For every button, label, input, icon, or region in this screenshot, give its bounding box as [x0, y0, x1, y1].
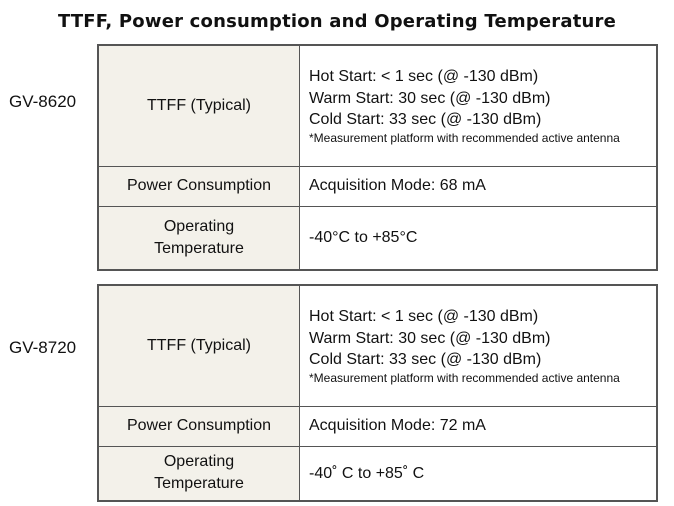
- temperature-value: -40˚ C to +85˚ C: [299, 445, 658, 502]
- ttff-row: TTFF (Typical) Hot Start: < 1 sec (@ -13…: [97, 284, 658, 407]
- power-label: Power Consumption: [97, 405, 300, 447]
- power-row: Power Consumption Acquisition Mode: 72 m…: [97, 405, 658, 447]
- temperature-value: -40°C to +85°C: [299, 205, 658, 271]
- power-value: Acquisition Mode: 72 mA: [299, 405, 658, 447]
- power-value: Acquisition Mode: 68 mA: [299, 165, 658, 207]
- cold-start: Cold Start: 33 sec (@ -130 dBm): [309, 351, 542, 368]
- model-label-gv-8720: GV-8720: [9, 338, 77, 357]
- temperature-label-line1: Operating: [163, 453, 235, 471]
- hot-start: Hot Start: < 1 sec (@ -130 dBm): [309, 308, 539, 325]
- temperature-label: Operating Temperature: [97, 205, 300, 271]
- ttff-row: TTFF (Typical) Hot Start: < 1 sec (@ -13…: [97, 44, 658, 167]
- measurement-note: *Measurement platform with recommended a…: [309, 370, 620, 385]
- ttff-value: Hot Start: < 1 sec (@ -130 dBm) Warm Sta…: [299, 44, 658, 167]
- measurement-note: *Measurement platform with recommended a…: [309, 130, 620, 145]
- temperature-label-line1: Operating: [163, 217, 235, 235]
- warm-start: Warm Start: 30 sec (@ -130 dBm): [309, 89, 551, 107]
- page-title: TTFF, Power consumption and Operating Te…: [57, 11, 617, 32]
- power-row: Power Consumption Acquisition Mode: 68 m…: [97, 165, 658, 207]
- temperature-label-line2: Temperature: [154, 239, 244, 257]
- ttff-label: TTFF (Typical): [97, 44, 300, 167]
- ttff-value: Hot Start: < 1 sec (@ -130 dBm) Warm Sta…: [299, 284, 658, 407]
- warm-start: Warm Start: 30 sec (@ -130 dBm): [309, 329, 551, 347]
- model-label-gv-8620: GV-8620: [9, 92, 77, 111]
- cold-start: Cold Start: 33 sec (@ -130 dBm): [309, 111, 542, 128]
- spec-table-gv-8720: TTFF (Typical) Hot Start: < 1 sec (@ -13…: [97, 284, 658, 502]
- spec-table-gv-8620: TTFF (Typical) Hot Start: < 1 sec (@ -13…: [97, 44, 658, 271]
- temperature-row: Operating Temperature -40°C to +85°C: [97, 205, 658, 271]
- temperature-row: Operating Temperature -40˚ C to +85˚ C: [97, 445, 658, 502]
- temperature-label: Operating Temperature: [97, 445, 300, 502]
- temperature-label-line2: Temperature: [154, 475, 244, 493]
- ttff-label: TTFF (Typical): [97, 284, 300, 407]
- power-label: Power Consumption: [97, 165, 300, 207]
- hot-start: Hot Start: < 1 sec (@ -130 dBm): [309, 68, 539, 85]
